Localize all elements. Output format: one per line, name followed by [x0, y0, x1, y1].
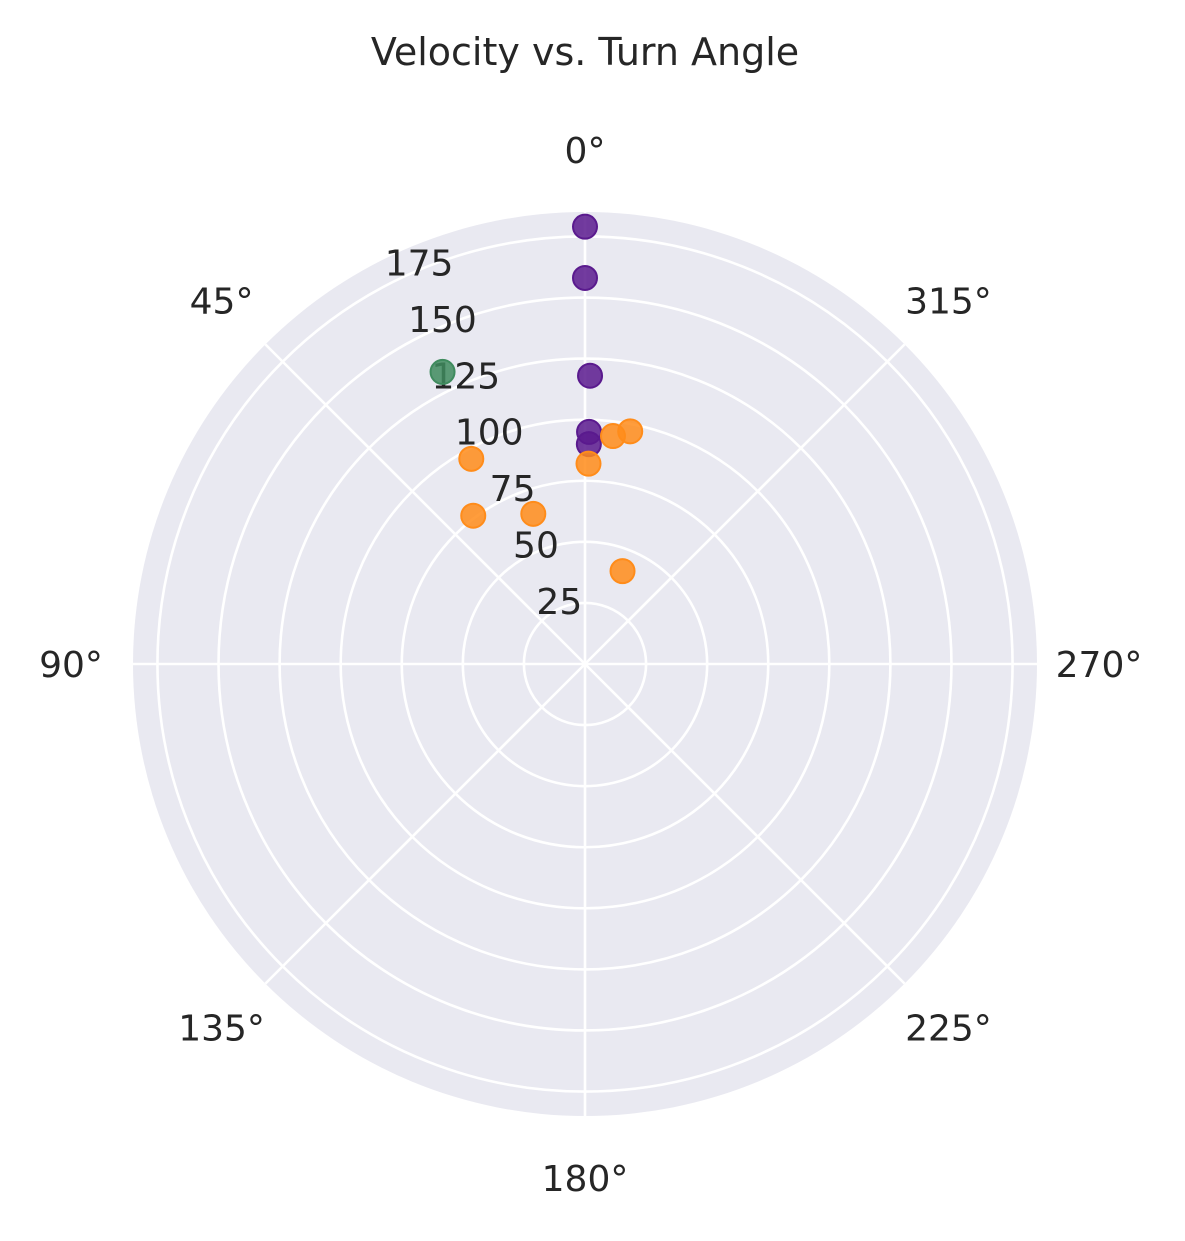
scatter-point	[617, 418, 644, 445]
theta-gridline-315	[584, 343, 906, 665]
theta-tick-label: 315°	[905, 282, 992, 323]
theta-gridline-225	[584, 663, 906, 985]
scatter-point	[520, 500, 547, 527]
scatter-point	[609, 558, 636, 585]
plot-area: 0°45°90°135°180°225°270°315°255075100125…	[39, 131, 1142, 1200]
scatter-point	[429, 358, 456, 385]
scatter-point	[572, 213, 598, 240]
scatter-point	[458, 445, 485, 472]
theta-tick-label: 135°	[178, 1008, 265, 1049]
r-tick-label: 50	[513, 526, 559, 567]
r-tick-label: 150	[408, 300, 477, 341]
theta-tick-label: 45°	[190, 282, 254, 323]
theta-tick-label: 270°	[1056, 645, 1143, 686]
scatter-point	[575, 450, 602, 477]
theta-tick-label: 0°	[565, 131, 606, 172]
scatter-point	[577, 362, 604, 389]
chart-title: Velocity vs. Turn Angle	[371, 30, 799, 74]
theta-tick-label: 225°	[905, 1008, 992, 1049]
scatter-point	[572, 264, 598, 291]
theta-tick-label: 90°	[39, 645, 103, 686]
r-tick-label: 25	[536, 582, 582, 623]
theta-gridline-45	[264, 343, 586, 665]
r-tick-label: 175	[385, 243, 454, 284]
theta-tick-label: 180°	[542, 1159, 629, 1200]
scatter-point	[460, 502, 487, 529]
theta-gridline-135	[264, 663, 586, 985]
